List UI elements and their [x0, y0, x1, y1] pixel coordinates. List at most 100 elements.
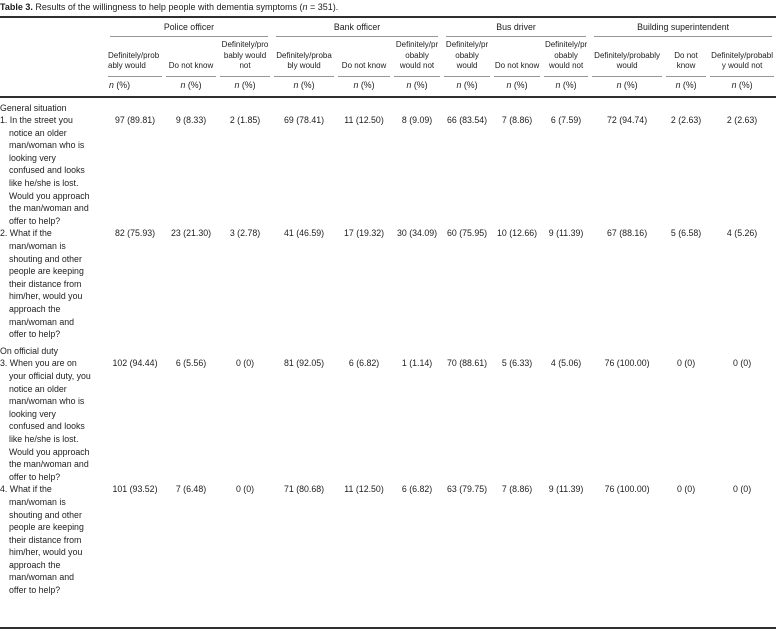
value-cell: 72 (94.74) [607, 115, 648, 126]
value-cell: 6 (6.82) [348, 358, 380, 369]
n-percent-cell: n (%) [272, 76, 337, 98]
value-cell: 82 (75.93) [114, 228, 156, 239]
n-percent-cell: n (%) [336, 76, 393, 98]
value-cell: 4 (5.26) [726, 228, 758, 239]
stub-n-cell [0, 76, 106, 98]
n-symbol: n [109, 79, 114, 90]
n-percent-cell: n (%) [492, 76, 543, 98]
question-text: 1. In the street you notice an older man… [0, 115, 90, 226]
group-header-label: Bus driver [446, 18, 587, 37]
section-row: On official duty [0, 341, 776, 358]
n-percent-cell: n (%) [542, 76, 591, 98]
value-cell: 5 (6.58) [670, 228, 702, 239]
n-symbol: n [731, 79, 737, 90]
value-cell: 6 (7.59) [550, 115, 582, 126]
value-cell: 9 (11.39) [548, 228, 584, 239]
n-percent-cell: n (%) [442, 76, 493, 98]
section-row: General situation [0, 97, 776, 115]
value-cell: 0 (0) [235, 358, 255, 369]
value-cell: 0 (0) [733, 484, 752, 495]
stub-header-cell [0, 37, 106, 77]
group-header-police-officer: Police officer [106, 17, 272, 37]
column-header-would-not: Definitely/probably would not [542, 37, 590, 77]
n-symbol: n [234, 79, 240, 90]
value-cell: 1 (1.14) [401, 358, 433, 369]
n-symbol: n [456, 79, 462, 90]
group-header-label: Building superintendent [594, 18, 773, 37]
table-caption: Table 3. Results of the willingness to h… [0, 1, 776, 13]
value-cell: 7 (8.86) [501, 115, 533, 126]
question-row: 4. What if the man/woman is shouting and… [0, 483, 776, 596]
n-symbol: n [506, 79, 512, 90]
value-cell: 7 (8.86) [501, 484, 533, 495]
n-percent-cell: n (%) [664, 76, 709, 98]
value-cell: 71 (80.68) [283, 484, 325, 495]
value-cell: 0 (0) [733, 358, 752, 369]
column-header-label: Definitely/probably would [444, 40, 491, 77]
value-cell: 0 (0) [677, 358, 696, 369]
n-percent-cell: n (%) [164, 76, 218, 98]
column-header-label: Do not know [338, 61, 391, 77]
value-cell: 8 (9.09) [401, 115, 433, 126]
value-cell: 7 (6.48) [175, 484, 207, 495]
section-label: General situation [0, 102, 67, 113]
column-header-label: Definitely/probably would not [544, 40, 589, 77]
column-header-definitely-would: Definitely/probably would [590, 37, 664, 77]
value-cell: 67 (88.16) [607, 228, 648, 239]
value-cell: 6 (6.82) [401, 484, 433, 495]
column-header-definitely-would: Definitely/probably would [272, 37, 336, 77]
n-symbol: n [616, 79, 622, 90]
value-cell: 30 (34.09) [396, 228, 438, 239]
value-cell: 4 (5.06) [550, 358, 582, 369]
value-cell: 17 (19.32) [343, 228, 385, 239]
column-header-do-not-know: Do not know [492, 37, 542, 77]
value-cell: 41 (46.59) [283, 228, 325, 239]
n-percent-cell: n (%) [590, 76, 665, 98]
column-header-definitely-would: Definitely/probably would [106, 37, 164, 77]
question-cell: 2. What if the man/woman is shouting and… [0, 227, 106, 340]
column-header-would-not: Definitely/probably would not [218, 37, 272, 77]
value-cell: 23 (21.30) [170, 228, 212, 239]
question-text: 4. What if the man/woman is shouting and… [0, 484, 84, 596]
table-body: General situation 1. In the street you no… [0, 97, 776, 597]
value-cell: 60 (75.95) [446, 228, 488, 239]
question-cell: 4. What if the man/woman is shouting and… [0, 483, 106, 596]
stub-header-cell [0, 17, 106, 37]
column-header-would-not: Definitely/probably would not [392, 37, 442, 77]
value-cell: 2 (2.63) [726, 115, 758, 126]
column-header-label: Definitely/probably would not [394, 40, 441, 77]
n-percent-cell: n (%) [708, 76, 776, 98]
n-symbol: n [293, 79, 299, 90]
section-label: On official duty [0, 345, 59, 356]
value-cell: 0 (0) [677, 484, 696, 495]
value-cell: 2 (2.63) [670, 115, 702, 126]
column-header-label: Definitely/probably would [274, 51, 335, 77]
n-symbol: n [675, 79, 681, 90]
column-header-would-not: Definitely/probably would not [708, 37, 776, 77]
n-percent-row: n (%) n (%) n (%) n (%) n (%) n (%) n (%) n (%)… [0, 76, 776, 98]
value-cell: 97 (89.81) [114, 115, 156, 126]
group-header-building-superintendent: Building superintendent [590, 17, 776, 37]
value-cell: 11 (12.50) [344, 484, 384, 495]
value-cell: 76 (100.00) [604, 358, 650, 369]
value-cell: 81 (92.05) [283, 358, 325, 369]
group-header-label: Police officer [110, 18, 269, 37]
value-cell: 69 (78.41) [283, 115, 325, 126]
value-cell: 76 (100.00) [604, 484, 650, 495]
column-header-label: Do not know [494, 61, 541, 77]
table-caption-number: Table 3. [0, 2, 33, 12]
value-cell: 0 (0) [235, 484, 255, 495]
value-cell: 66 (83.54) [446, 115, 488, 126]
value-cell: 9 (8.33) [175, 115, 207, 126]
question-row: 2. What if the man/woman is shouting and… [0, 227, 776, 340]
group-header-label: Bank officer [276, 18, 439, 37]
column-header-label: Definitely/probably would [108, 51, 162, 77]
n-symbol: n [353, 79, 359, 90]
column-header-do-not-know: Do not know [664, 37, 708, 77]
value-cell: 2 (1.85) [229, 115, 261, 126]
question-row: 1. In the street you notice an older man… [0, 114, 776, 227]
question-text: 2. What if the man/woman is shouting and… [0, 228, 84, 340]
column-header-label: Definitely/probably would [592, 51, 663, 77]
table-caption-tail: = 351). [307, 2, 339, 12]
